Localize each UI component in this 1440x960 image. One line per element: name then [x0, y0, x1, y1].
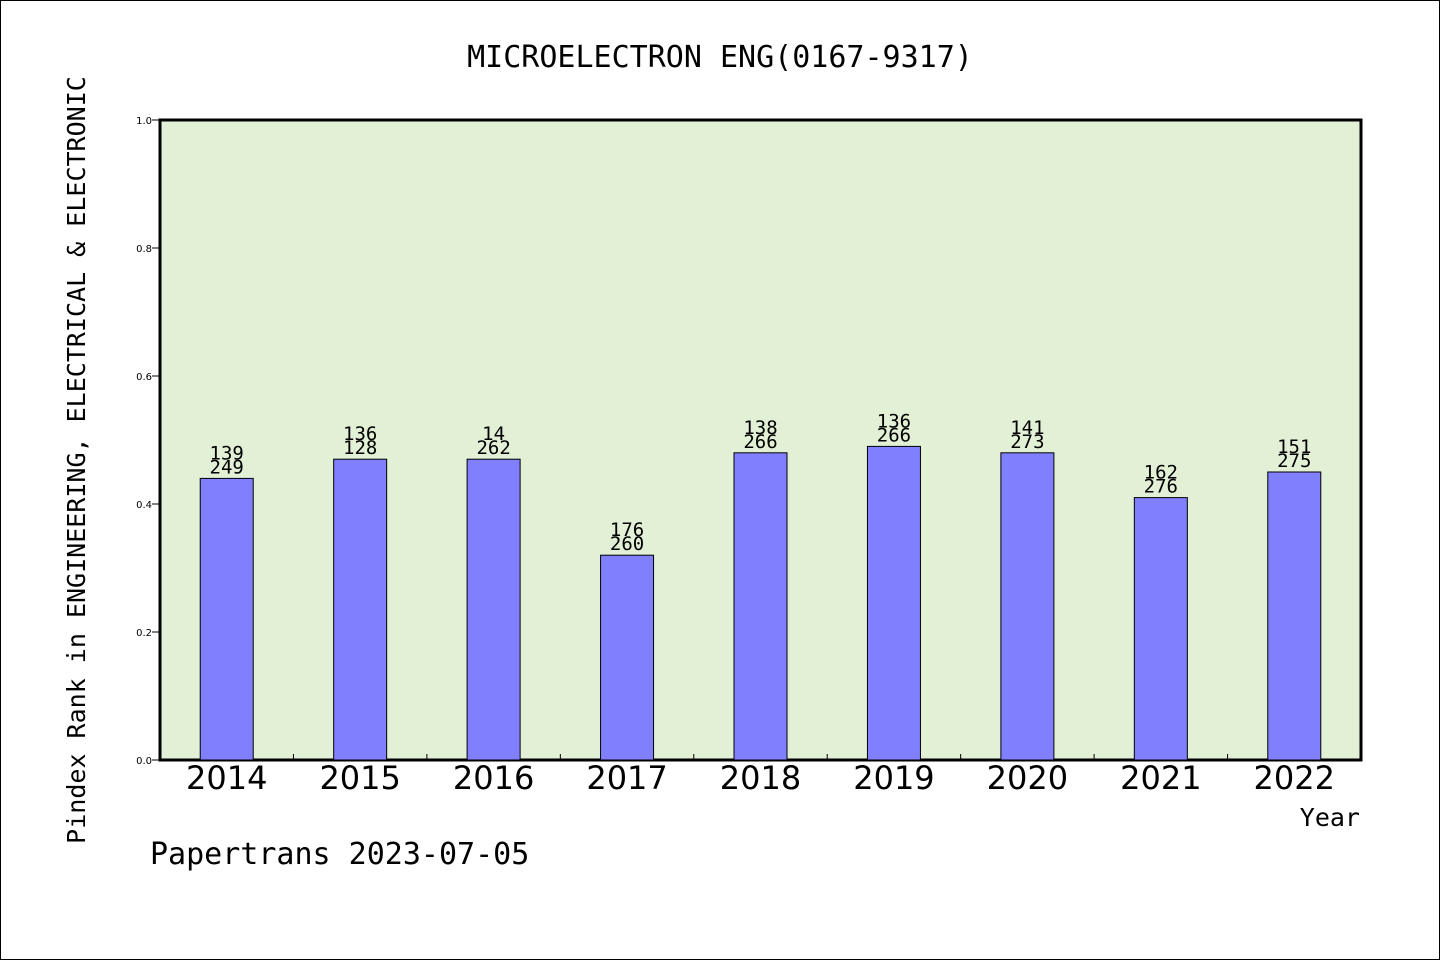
x-tick-label: 2016 — [453, 759, 534, 797]
x-axis-label: Year — [1300, 803, 1360, 832]
x-tick-label: 2018 — [720, 759, 801, 797]
x-axis-ticks: 2014 2015 2016 2017 2018 2019 2020 2021 2022 — [186, 754, 1335, 797]
y-tick-label: 0.8 — [136, 244, 152, 255]
x-tick-label: 2022 — [1254, 759, 1335, 797]
bar-label-top: 139 — [210, 442, 244, 464]
y-tick-label: 0.0 — [136, 756, 152, 767]
x-tick-label: 2014 — [186, 759, 267, 797]
bar-label-top: 176 — [610, 519, 644, 541]
y-tick-label: 1.0 — [136, 116, 152, 127]
bar-label-bottom: 266 — [877, 424, 911, 446]
chart-title: MICROELECTRON ENG(0167-9317) — [467, 40, 973, 75]
bar-label-top: 141 — [1010, 417, 1044, 439]
bar-label-top: 136 — [343, 423, 377, 445]
bar-label-bottom: 262 — [476, 437, 510, 459]
y-tick-label: 0.4 — [136, 500, 152, 511]
bar-label-top: 136 — [877, 410, 911, 432]
bar-label-top: 162 — [1144, 462, 1178, 484]
bar-label-bottom: 275 — [1277, 450, 1311, 472]
bar-label-bottom: 260 — [610, 533, 644, 555]
bar-label-bottom: 128 — [343, 437, 377, 459]
bar-label-bottom: 266 — [743, 431, 777, 453]
bar-label-top: 138 — [743, 417, 777, 439]
y-tick-label: 0.6 — [136, 372, 152, 383]
x-tick-label: 2020 — [987, 759, 1068, 797]
bar — [866, 445, 921, 761]
footer-credit: Papertrans 2023-07-05 — [150, 837, 529, 872]
bar-label-bottom: 249 — [210, 456, 244, 478]
x-tick-label: 2021 — [1120, 759, 1201, 797]
x-tick-label: 2015 — [319, 759, 400, 797]
bar-label-bottom: 276 — [1144, 476, 1178, 498]
x-tick-label: 2019 — [853, 759, 934, 797]
bar — [199, 477, 254, 761]
bar — [1133, 497, 1188, 761]
bar — [466, 458, 521, 761]
bar-label-top: 14 — [482, 423, 505, 445]
bar — [1267, 471, 1322, 761]
bar — [733, 452, 788, 761]
bar-label-top: 151 — [1277, 436, 1311, 458]
bar-label-bottom: 273 — [1010, 431, 1044, 453]
y-tick-label: 0.2 — [136, 628, 152, 639]
y-axis-ticks: 0.0 0.2 0.4 0.6 0.8 1.0 — [136, 116, 160, 767]
bar — [333, 458, 388, 761]
bar — [600, 554, 655, 761]
x-tick-label: 2017 — [586, 759, 667, 797]
y-axis-label: Pindex Rank in ENGINEERING, ELECTRICAL &… — [62, 76, 91, 844]
bar — [1000, 452, 1055, 761]
